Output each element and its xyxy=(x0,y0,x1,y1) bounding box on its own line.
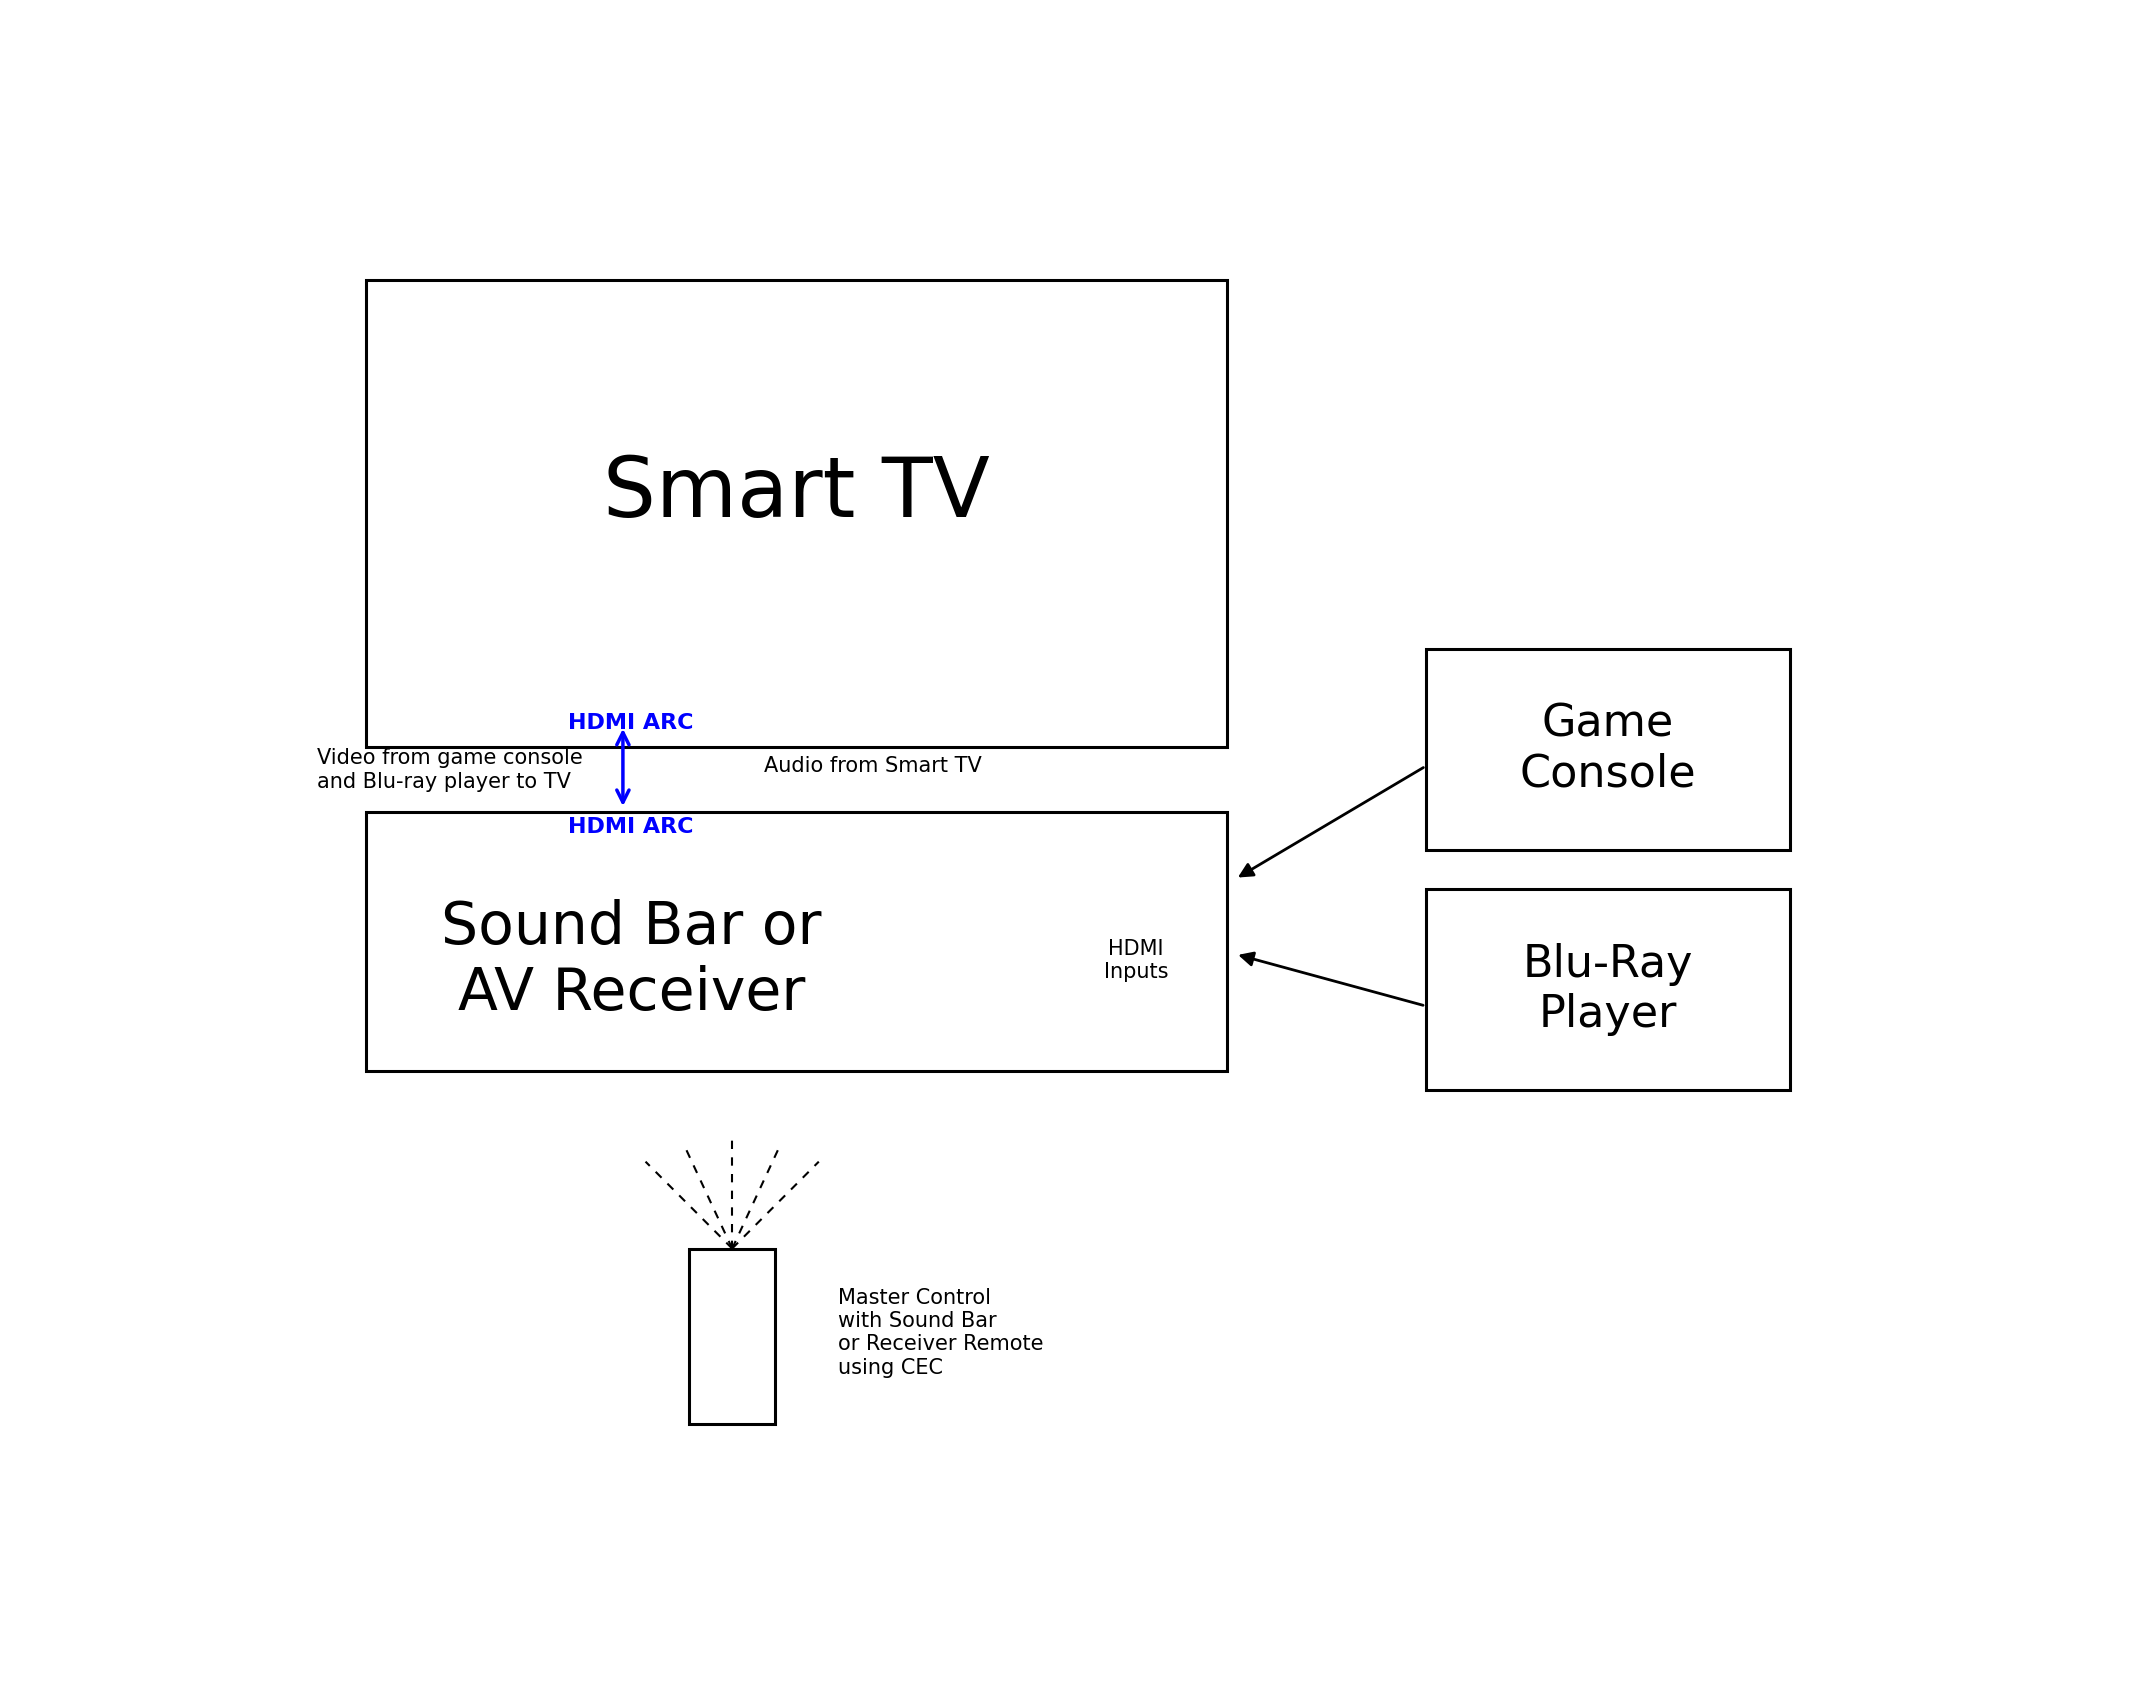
Text: Video from game console
and Blu-ray player to TV: Video from game console and Blu-ray play… xyxy=(316,748,583,791)
FancyBboxPatch shape xyxy=(690,1248,775,1423)
Text: Master Control
with Sound Bar
or Receiver Remote
using CEC: Master Control with Sound Bar or Receive… xyxy=(837,1288,1045,1378)
Text: HDMI
Inputs: HDMI Inputs xyxy=(1104,940,1168,982)
Text: Smart TV: Smart TV xyxy=(602,453,991,534)
FancyBboxPatch shape xyxy=(1427,650,1790,850)
Text: Game
Console: Game Console xyxy=(1519,702,1696,795)
Text: HDMI ARC: HDMI ARC xyxy=(568,714,694,733)
Text: HDMI ARC: HDMI ARC xyxy=(568,817,694,837)
FancyBboxPatch shape xyxy=(367,812,1226,1071)
FancyBboxPatch shape xyxy=(1427,889,1790,1090)
FancyBboxPatch shape xyxy=(367,280,1226,746)
Text: Audio from Smart TV: Audio from Smart TV xyxy=(765,756,980,776)
Text: Blu-Ray
Player: Blu-Ray Player xyxy=(1523,943,1694,1036)
Text: Sound Bar or
AV Receiver: Sound Bar or AV Receiver xyxy=(440,899,822,1022)
